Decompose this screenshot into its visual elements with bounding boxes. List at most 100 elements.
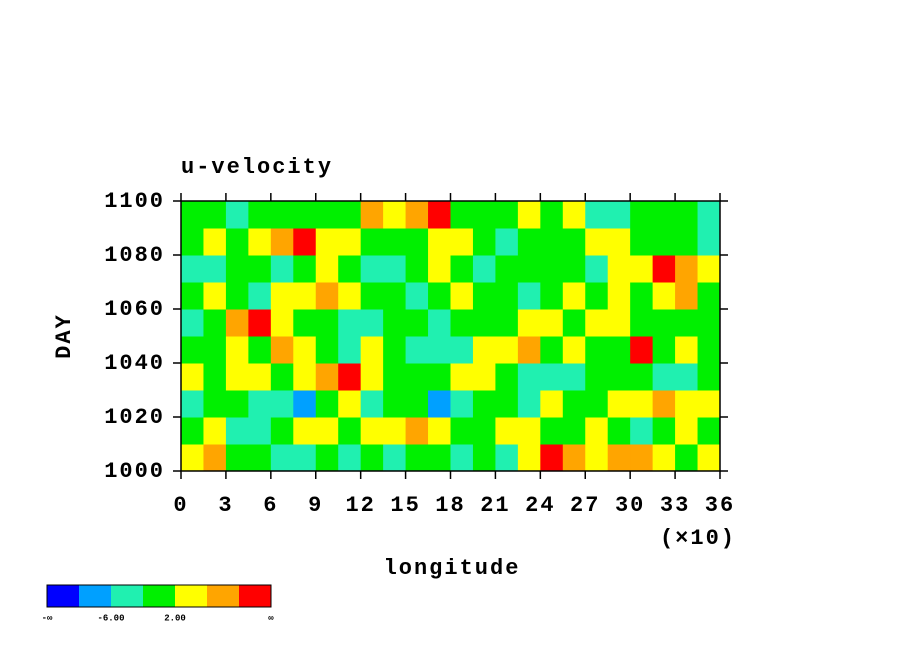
x-tick-label: 3 [218,493,233,518]
contour-cell [360,282,384,310]
contour-cell [585,228,609,256]
contour-cell [315,363,339,391]
contour-cell [675,336,699,364]
contour-cell [450,417,474,445]
colorbar-label: ∞ [268,613,274,623]
x-tick-label: 18 [435,493,465,518]
contour-cell [225,336,249,364]
contour-cell [181,255,204,283]
contour-cell [652,444,676,472]
contour-cell [383,255,407,283]
contour-cell [540,282,564,310]
contour-cell [495,282,519,310]
contour-cell [203,417,227,445]
contour-cell [607,201,631,229]
contour-cell [450,363,474,391]
contour-cell [495,336,519,364]
contour-cell [360,417,384,445]
contour-cell [630,390,654,418]
contour-cell [338,417,362,445]
contour-cell [472,390,496,418]
contour-cell [652,417,676,445]
contour-cell [338,363,362,391]
contour-cell [697,282,721,310]
contour-cell [270,444,294,472]
contour-cell [405,282,429,310]
contour-cell [562,282,586,310]
contour-cell [585,363,609,391]
contour-cell [450,309,474,337]
contour-cell [472,282,496,310]
contour-cell [293,282,317,310]
contour-cell [517,336,541,364]
contour-cell [225,282,249,310]
contour-cell [697,444,721,472]
contour-cell [270,390,294,418]
contour-cell [675,417,699,445]
contour-cell [585,444,609,472]
contour-cell [652,390,676,418]
contour-cell [338,201,362,229]
y-tick-label: 1020 [104,405,165,430]
x-tick-label: 33 [660,493,690,518]
contour-cell [225,201,249,229]
contour-cell [540,444,564,472]
contour-cell [338,336,362,364]
contour-cell [562,417,586,445]
contour-cell [607,228,631,256]
colorbar-swatch [47,585,79,607]
contour-cell [428,444,451,472]
contour-cell [181,336,204,364]
contour-cell [203,363,227,391]
contour-cell [315,336,339,364]
contour-cell [540,417,564,445]
colorbar-frame [46,584,272,608]
contour-cell [517,390,541,418]
contour-cell [697,228,721,256]
colorbar-swatch [207,585,239,607]
contour-cell [338,255,362,283]
contour-cell [517,444,541,472]
colorbar-swatch [175,585,207,607]
contour-cell [383,228,407,256]
x-tick-label: 0 [173,493,188,518]
x-tick-label: 12 [345,493,375,518]
contour-cell [293,201,317,229]
y-tick-label: 1080 [104,243,165,268]
contour-cell [540,228,564,256]
contour-cell [495,417,519,445]
contour-cell [315,444,339,472]
contour-cell [697,417,721,445]
contour-cell [270,363,294,391]
contour-cell [562,363,586,391]
contour-cell [607,363,631,391]
contour-cell [428,336,451,364]
contour-cell [428,201,451,229]
contour-cell [338,228,362,256]
contour-cell [450,201,474,229]
contour-cell [248,201,272,229]
contour-cell [293,309,317,337]
contour-cell [472,228,496,256]
contour-cell [652,336,676,364]
contour-cell [495,201,519,229]
contour-cell [315,282,339,310]
contour-cell [383,336,407,364]
contour-cell [495,309,519,337]
contour-cell [203,444,227,472]
colorbar-swatch [143,585,175,607]
contour-cell [472,336,496,364]
contour-cell [383,444,407,472]
contour-cell [315,390,339,418]
contour-cell [428,417,451,445]
contour-cell [338,309,362,337]
contour-cell [630,228,654,256]
contour-cell [293,390,317,418]
contour-cell [405,417,429,445]
contour-cell [495,255,519,283]
contour-cell [248,282,272,310]
contour-cell [293,336,317,364]
contour-cell [697,255,721,283]
contour-cell [562,309,586,337]
colorbar-label: -∞ [42,613,53,623]
